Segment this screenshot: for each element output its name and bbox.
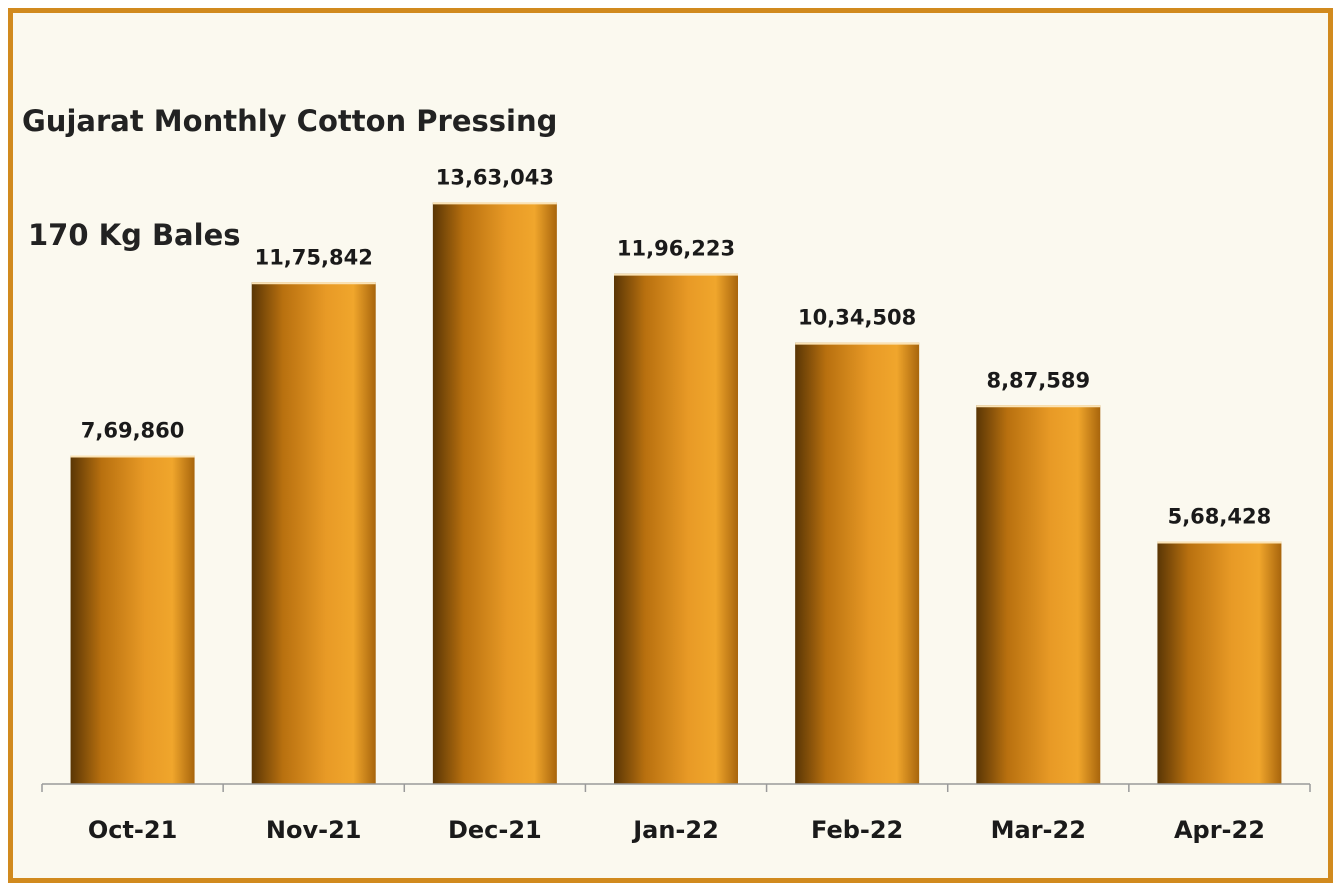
category-label: Feb-22 [811, 816, 903, 844]
data-label: 13,63,043 [436, 165, 554, 189]
data-label: 5,68,428 [1168, 504, 1272, 528]
bar-jan-22 [614, 273, 738, 784]
data-label: 11,75,842 [255, 245, 373, 269]
bar-apr-22 [1157, 541, 1282, 784]
bar-nov-21 [251, 282, 376, 784]
data-label: 7,69,860 [81, 419, 185, 443]
category-label: Apr-22 [1174, 816, 1265, 844]
bar-dec-21 [432, 202, 557, 784]
data-label: 11,96,223 [617, 237, 735, 261]
category-label: Nov-21 [266, 816, 362, 844]
bar-mar-22 [976, 405, 1101, 784]
category-label: Dec-21 [448, 816, 542, 844]
bar-oct-21 [70, 455, 195, 784]
chart-title: Gujarat Monthly Cotton Pressing [22, 104, 558, 138]
chart-title-block: Gujarat Monthly Cotton Pressing 170 Kg B… [22, 26, 557, 292]
category-label: Mar-22 [991, 816, 1086, 844]
data-label: 8,87,589 [986, 368, 1090, 392]
chart-subtitle: 170 Kg Bales [28, 218, 241, 252]
category-label: Jan-22 [631, 816, 719, 844]
bar-feb-22 [795, 342, 920, 784]
data-label: 10,34,508 [798, 306, 916, 330]
category-label: Oct-21 [88, 816, 177, 844]
